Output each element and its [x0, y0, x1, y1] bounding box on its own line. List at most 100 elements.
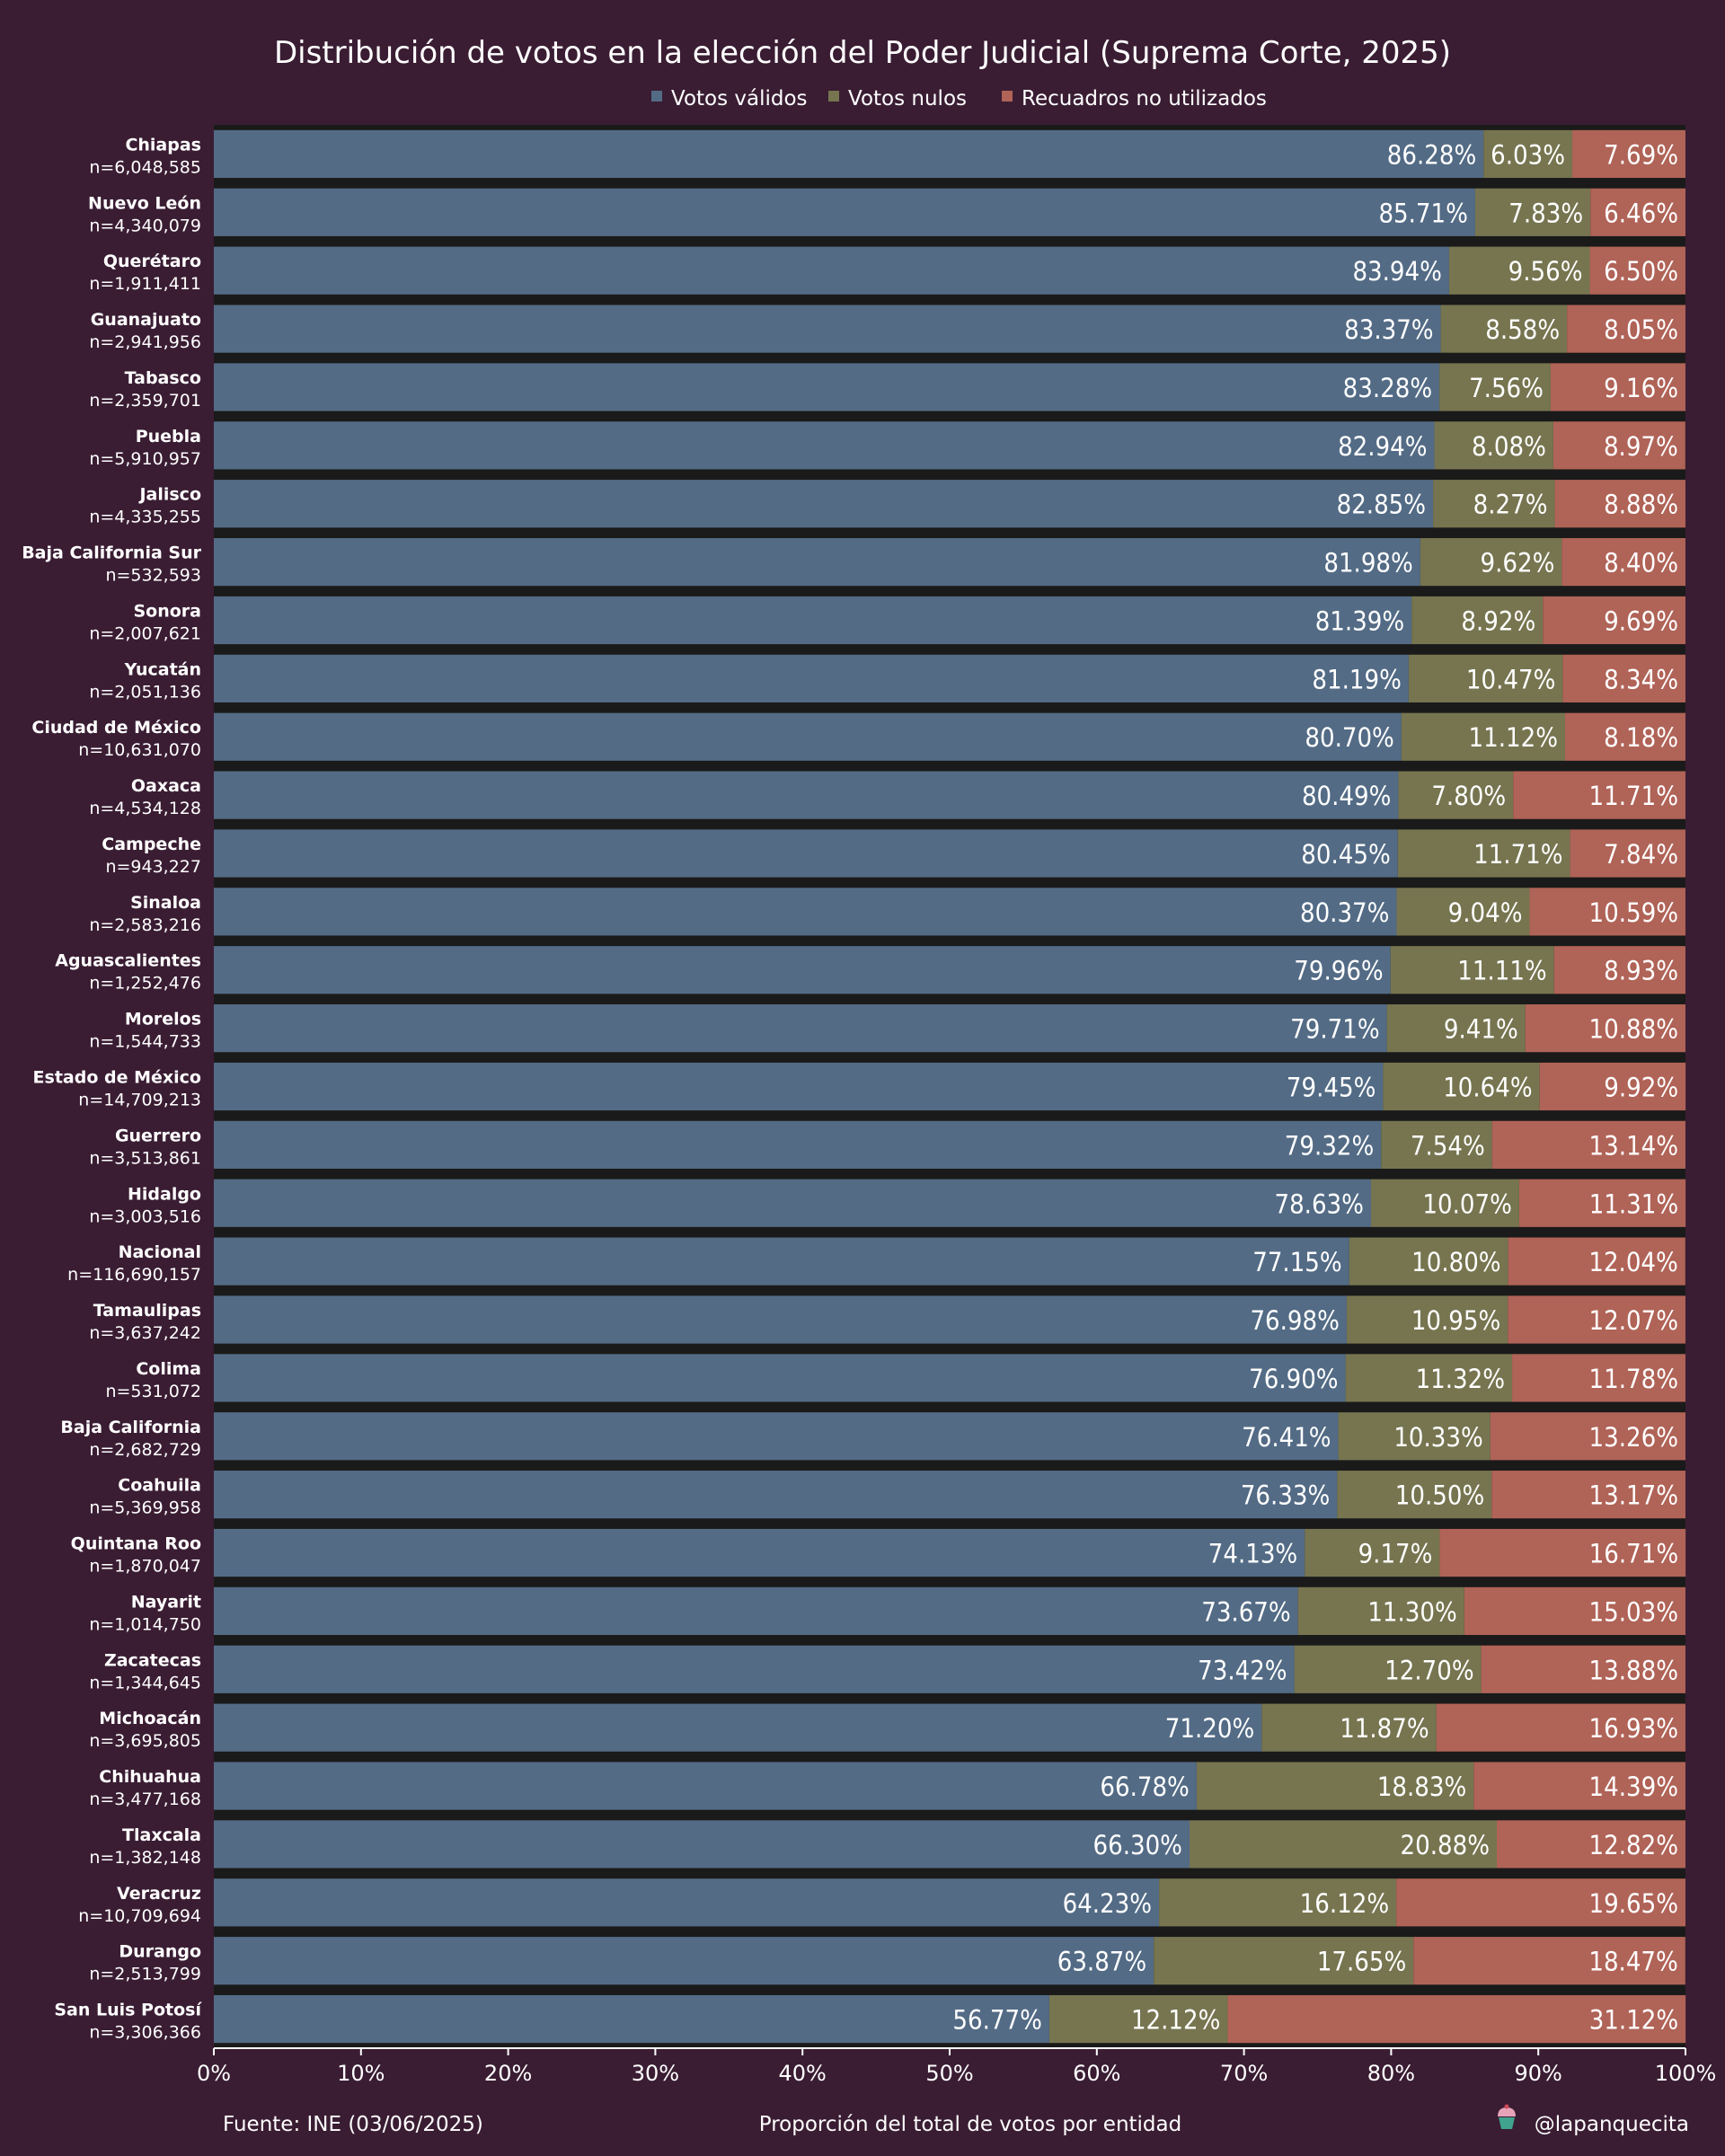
bar-segment [1436, 1703, 1685, 1752]
category-total: n=532,593 [105, 566, 201, 586]
bar-row: 78.63% 10.07% 11.31% [214, 1179, 1686, 1227]
value-label: 17.65% [1317, 1947, 1406, 1977]
category-total: n=116,690,157 [67, 1265, 201, 1285]
bar-segment [1565, 712, 1685, 761]
bar-segment [1448, 246, 1590, 295]
bar-segment [1553, 946, 1685, 994]
bar-segment [214, 1412, 1339, 1461]
category-total: n=10,631,070 [78, 740, 201, 760]
category-total: n=14,709,213 [78, 1091, 201, 1110]
x-tick-label: 60% [1073, 2061, 1120, 2086]
bar-segment [1338, 1412, 1491, 1461]
value-label: 8.97% [1604, 431, 1678, 462]
category-total: n=1,911,411 [89, 274, 201, 294]
category-total: n=943,227 [105, 857, 201, 877]
bar-row: 85.71% 7.83% 6.46% [214, 188, 1685, 236]
value-label: 9.62% [1481, 548, 1555, 579]
bar-row: 80.45% 11.71% 7.84% [214, 829, 1685, 878]
value-label: 9.17% [1358, 1539, 1433, 1569]
bar-segment [1561, 537, 1685, 587]
value-label: 12.04% [1588, 1247, 1677, 1277]
category-total: n=1,870,047 [89, 1557, 201, 1577]
category-total: n=1,544,733 [89, 1032, 201, 1052]
bar-segment [1305, 1528, 1440, 1577]
value-label: 76.33% [1241, 1480, 1330, 1511]
category-total: n=2,583,216 [89, 915, 201, 935]
bar-row: 56.77% 12.12% 31.12% [214, 1994, 1686, 2044]
bar-segment [1529, 888, 1685, 936]
category-label: Zacatecas [104, 1650, 201, 1670]
bar-row: 83.37% 8.58% 8.05% [214, 305, 1685, 353]
x-tick-label: 0% [197, 2061, 231, 2086]
bar-segment [214, 1762, 1197, 1810]
category-total: n=1,014,750 [89, 1614, 201, 1634]
bar-segment [1189, 1820, 1498, 1869]
x-axis-label: Proporción del total de votos por entida… [759, 2113, 1181, 2136]
bar-row: 73.67% 11.30% 15.03% [214, 1586, 1685, 1636]
value-label: 12.07% [1589, 1305, 1678, 1336]
category-label: San Luis Potosí [54, 2001, 202, 2020]
bar-segment [214, 771, 1399, 819]
bar-segment [214, 1586, 1298, 1636]
value-label: 9.56% [1508, 256, 1583, 287]
value-label: 20.88% [1401, 1830, 1490, 1860]
bar-segment [214, 1528, 1305, 1577]
value-label: 73.67% [1201, 1596, 1290, 1627]
bar-segment [214, 654, 1409, 702]
value-label: 9.69% [1604, 605, 1678, 636]
category-total: n=2,513,799 [89, 1965, 201, 1984]
value-label: 16.71% [1589, 1539, 1678, 1569]
bar-segment [214, 888, 1397, 936]
value-label: 9.16% [1604, 373, 1678, 403]
bar-segment [214, 421, 1435, 470]
category-total: n=3,003,516 [89, 1206, 201, 1226]
value-label: 71.20% [1165, 1713, 1254, 1744]
bar-segment [1481, 1645, 1685, 1693]
value-label: 16.93% [1589, 1713, 1678, 1744]
category-label: Coahuila [118, 1476, 201, 1496]
value-label: 66.30% [1093, 1830, 1182, 1860]
category-label: Sinaloa [130, 893, 201, 913]
bar-segment [1483, 129, 1573, 179]
category-total: n=6,048,585 [89, 157, 201, 177]
bar-row: 66.78% 18.83% 14.39% [214, 1762, 1685, 1810]
legend: Votos válidos Votos nulos Recuadros no uti… [651, 87, 1267, 110]
bar-segment [1396, 1878, 1685, 1927]
value-label: 10.88% [1589, 1014, 1678, 1045]
value-label: 11.12% [1469, 722, 1558, 753]
x-tick-label: 90% [1515, 2061, 1562, 2086]
legend-label: Votos nulos [848, 87, 967, 110]
bar-segment [214, 305, 1441, 353]
value-label: 7.54% [1411, 1130, 1485, 1161]
category-label: Estado de México [33, 1068, 201, 1088]
bar-segment [1552, 421, 1685, 470]
bar-segment [1408, 654, 1563, 702]
bar-segment [1294, 1645, 1482, 1693]
value-label: 11.71% [1473, 839, 1562, 870]
value-label: 79.45% [1287, 1073, 1376, 1103]
bar-segment [1570, 829, 1685, 878]
category-label: Hidalgo [128, 1184, 201, 1204]
category-label: Tabasco [125, 368, 201, 388]
bar-row: 79.45% 10.64% 9.92% [214, 1062, 1686, 1111]
bar-segment [214, 1004, 1387, 1053]
value-label: 80.37% [1300, 897, 1389, 928]
x-tick-label: 20% [484, 2061, 532, 2086]
value-label: 8.40% [1604, 548, 1678, 579]
x-tick-label: 100% [1655, 2061, 1717, 2086]
value-label: 8.34% [1604, 664, 1678, 694]
bar-segment [1196, 1762, 1474, 1810]
bar-segment [1401, 712, 1566, 761]
bar-segment [214, 829, 1398, 878]
value-label: 8.88% [1604, 490, 1678, 520]
bar-segment [1420, 537, 1562, 587]
x-tick-label: 30% [632, 2061, 679, 2086]
value-label: 10.64% [1443, 1073, 1532, 1103]
value-label: 8.27% [1473, 490, 1548, 520]
category-total: n=2,051,136 [89, 682, 201, 702]
category-total: n=1,382,148 [89, 1848, 201, 1868]
value-label: 8.05% [1604, 314, 1678, 345]
value-label: 78.63% [1274, 1188, 1363, 1219]
bar-row: 76.41% 10.33% 13.26% [214, 1412, 1685, 1461]
value-label: 12.70% [1384, 1655, 1473, 1685]
